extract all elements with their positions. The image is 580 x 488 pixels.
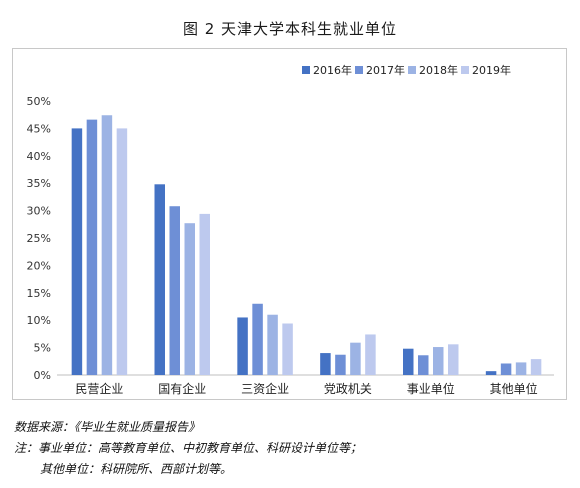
y-tick-label: 20%: [27, 259, 51, 272]
legend-label: 2016年: [313, 63, 352, 77]
bar-2018年-三资企业: [267, 314, 278, 375]
x-tick-label: 其他单位: [490, 381, 538, 396]
x-tick-label: 国有企业: [158, 381, 206, 396]
bar-2019年-民营企业: [116, 128, 128, 375]
bar-2016年-其他单位: [485, 371, 497, 375]
source-note: 数据来源：《毕业生就业质量报告》: [14, 420, 201, 434]
bar-2016年-民营企业: [71, 128, 83, 375]
bar-2018年-党政机关: [350, 342, 361, 375]
y-tick-label: 5%: [34, 342, 51, 355]
chart-title: 图 2 天津大学本科生就业单位: [182, 20, 398, 38]
x-tick-label: 事业单位: [407, 381, 455, 396]
legend-swatch: [355, 66, 363, 74]
footnote-1: 注：事业单位：高等教育单位、中初教育单位、科研设计单位等；: [14, 441, 363, 455]
legend-label: 2017年: [366, 63, 405, 77]
bar-2016年-国有企业: [154, 184, 165, 375]
bar-2016年-三资企业: [237, 317, 248, 375]
bar-2018年-民营企业: [101, 115, 113, 375]
bar-2019年-事业单位: [448, 344, 459, 375]
legend-swatch: [461, 66, 469, 74]
y-tick-label: 30%: [27, 205, 51, 218]
x-tick-label: 民营企业: [75, 381, 123, 396]
legend-swatch: [408, 66, 416, 74]
bar-2019年-三资企业: [282, 323, 293, 375]
bar-2018年-国有企业: [184, 223, 195, 375]
bar-2017年-事业单位: [418, 355, 429, 375]
footnote-2: 其他单位：科研院所、西部计划等。: [40, 462, 233, 476]
y-tick-label: 10%: [27, 314, 51, 327]
y-tick-label: 15%: [27, 287, 51, 300]
y-tick-label: 35%: [27, 177, 51, 190]
legend-label: 2018年: [419, 63, 458, 77]
y-tick-label: 0%: [34, 369, 51, 382]
bar-2016年-事业单位: [403, 348, 414, 375]
bar-2017年-民营企业: [86, 119, 98, 375]
bar-2017年-国有企业: [169, 206, 180, 375]
x-tick-label: 三资企业: [241, 381, 289, 396]
y-tick-label: 25%: [27, 232, 51, 245]
y-tick-label: 45%: [27, 122, 51, 135]
notes: 数据来源：《毕业生就业质量报告》 注：事业单位：高等教育单位、中初教育单位、科研…: [14, 417, 574, 480]
bar-2017年-三资企业: [252, 303, 263, 375]
legend-swatch: [302, 66, 310, 74]
bar-2019年-国有企业: [199, 213, 210, 375]
bar-2019年-党政机关: [365, 334, 376, 375]
y-tick-label: 50%: [27, 95, 51, 108]
legend-label: 2019年: [472, 63, 511, 77]
chart-frame: [12, 48, 567, 400]
x-tick-label: 党政机关: [324, 381, 372, 396]
bar-2017年-党政机关: [335, 354, 346, 375]
bar-2017年-其他单位: [500, 363, 512, 375]
bar-2018年-事业单位: [433, 347, 444, 375]
bar-2016年-党政机关: [320, 353, 331, 375]
bar-2018年-其他单位: [515, 362, 527, 375]
y-tick-label: 40%: [27, 150, 51, 163]
bar-2019年-其他单位: [530, 359, 542, 375]
